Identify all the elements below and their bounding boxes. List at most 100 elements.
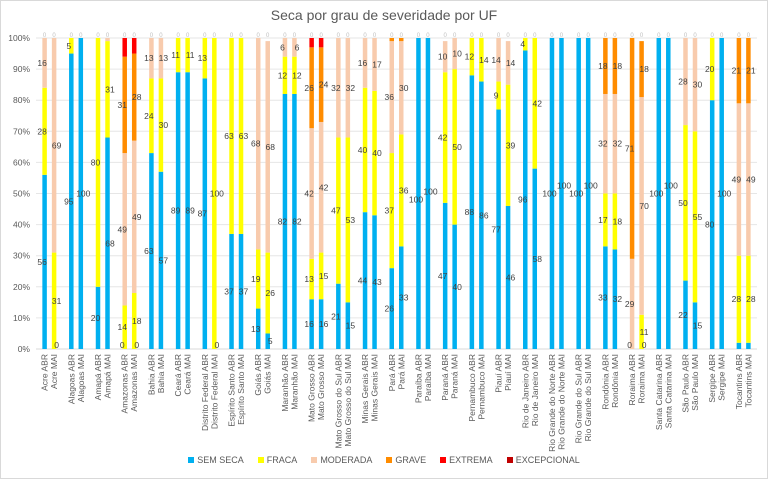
- data-label: 57: [159, 255, 169, 265]
- x-tick-label: Acre ABR: [40, 354, 50, 391]
- bar-segment-sem-seca: [265, 333, 270, 349]
- data-label-top: 0: [550, 33, 554, 39]
- bar-segment-fraca: [175, 38, 181, 73]
- data-label: 30: [693, 80, 703, 90]
- data-label: 100: [423, 187, 437, 197]
- y-tick-label: 90%: [13, 64, 30, 74]
- bar-segment-sem-seca: [666, 38, 671, 349]
- data-label: 56: [37, 257, 47, 267]
- data-label: 14: [117, 322, 127, 332]
- bar-segment-sem-seca: [345, 302, 351, 349]
- bar-segment-sem-seca: [158, 171, 164, 349]
- bar-segment-moderada: [683, 38, 688, 126]
- data-label-top: 0: [390, 33, 394, 39]
- bar-segment-sem-seca: [523, 50, 528, 349]
- bar-segment-sem-seca: [532, 168, 538, 349]
- data-label-zero: 0: [134, 340, 139, 350]
- bar-segment-moderada: [389, 41, 394, 154]
- y-tick-label: 80%: [13, 95, 30, 105]
- data-label: 28: [746, 294, 756, 304]
- data-label: 15: [346, 321, 356, 331]
- x-tick-label: Maranhão ABR: [280, 354, 290, 412]
- data-label-top: 0: [587, 33, 591, 39]
- bar-segment-sem-seca: [442, 202, 448, 349]
- x-tick-label: Pará ABR: [387, 354, 397, 391]
- bar-segment-fraca: [505, 84, 511, 206]
- data-label: 50: [678, 198, 688, 208]
- x-tick-label: Amazonas MAI: [129, 354, 139, 412]
- data-label-top: 0: [266, 33, 270, 39]
- data-label-top: 0: [577, 33, 581, 39]
- bar-segment-moderada: [362, 38, 368, 88]
- bar-segment-sem-seca: [719, 38, 724, 349]
- y-tick-label: 0%: [18, 344, 31, 354]
- data-label: 40: [452, 282, 462, 292]
- data-label: 100: [649, 189, 663, 199]
- data-label: 31: [117, 100, 127, 110]
- data-label-zero: 0: [642, 340, 647, 350]
- data-label: 21: [732, 66, 742, 76]
- bar-segment-moderada: [746, 103, 751, 256]
- x-tick-label: Espírito Santo ABR: [227, 354, 237, 427]
- x-tick-label: Amazonas ABR: [120, 354, 130, 414]
- x-tick-label: Paraná MAI: [450, 354, 460, 399]
- legend-swatch: [311, 457, 318, 463]
- data-label: 10: [438, 52, 448, 62]
- x-tick-label: Minas Gerais ABR: [360, 354, 370, 423]
- bar-segment-grave: [318, 47, 324, 122]
- bar-segment-sem-seca: [229, 233, 234, 349]
- data-label: 21: [331, 311, 341, 321]
- bar-segment-sem-seca: [185, 72, 190, 350]
- bar-segment-sem-seca: [496, 109, 501, 349]
- data-label-top: 0: [239, 33, 243, 39]
- data-label: 22: [678, 310, 688, 320]
- legend-label: MODERADA: [320, 455, 373, 465]
- bar-segment-moderada: [692, 38, 698, 132]
- data-label: 68: [251, 139, 261, 149]
- bar-segment-fraca: [692, 131, 698, 303]
- bar-segment-moderada: [158, 38, 164, 79]
- data-label: 50: [452, 142, 462, 152]
- data-label: 6: [280, 42, 285, 52]
- data-label: 43: [372, 277, 382, 287]
- data-label-top: 0: [693, 33, 697, 39]
- data-label: 28: [678, 77, 688, 87]
- data-label-top: 0: [747, 33, 751, 39]
- x-tick-label: Sergipe MAI: [717, 354, 727, 401]
- bar-segment-moderada: [51, 38, 57, 253]
- data-label: 63: [239, 131, 249, 141]
- x-tick-label: Distrito Federal ABR: [200, 354, 210, 431]
- data-label: 28: [37, 126, 47, 136]
- x-tick-label: Rio Grande do Norte MAI: [556, 354, 566, 450]
- bar-segment-sem-seca: [238, 233, 244, 349]
- bar-segment-moderada: [265, 41, 270, 253]
- x-tick-label: Rondônia ABR: [600, 354, 610, 410]
- x-tick-label: Santa Catarina ABR: [654, 354, 664, 430]
- data-label: 18: [132, 316, 142, 326]
- bar-segment-grave: [399, 38, 404, 42]
- data-label: 15: [693, 321, 703, 331]
- x-tick-label: Roraima MAI: [637, 354, 647, 404]
- data-label-top: 0: [70, 33, 74, 39]
- data-label: 14: [479, 55, 489, 65]
- data-label: 80: [705, 220, 715, 230]
- data-label-top: 0: [310, 33, 314, 39]
- x-tick-label: Paraíba ABR: [413, 354, 423, 403]
- data-label: 100: [76, 189, 90, 199]
- y-tick-label: 40%: [13, 220, 30, 230]
- bar-segment-sem-seca: [95, 286, 101, 349]
- bar-segment-fraca: [185, 38, 190, 73]
- data-label: 26: [265, 288, 275, 298]
- bar-segment-fraca: [469, 38, 475, 76]
- bar-segment-fraca: [131, 293, 137, 349]
- bar-segment-fraca: [42, 87, 47, 175]
- data-label-top: 0: [417, 33, 421, 39]
- bar-segment-fraca: [345, 137, 351, 303]
- bar-segment-fraca: [736, 255, 742, 343]
- x-tick-label: Paraíba MAI: [423, 354, 433, 401]
- data-label-top: 0: [737, 33, 741, 39]
- data-label-top: 0: [203, 33, 207, 39]
- data-label: 5: [66, 41, 71, 51]
- bar-segment-fraca: [202, 38, 208, 79]
